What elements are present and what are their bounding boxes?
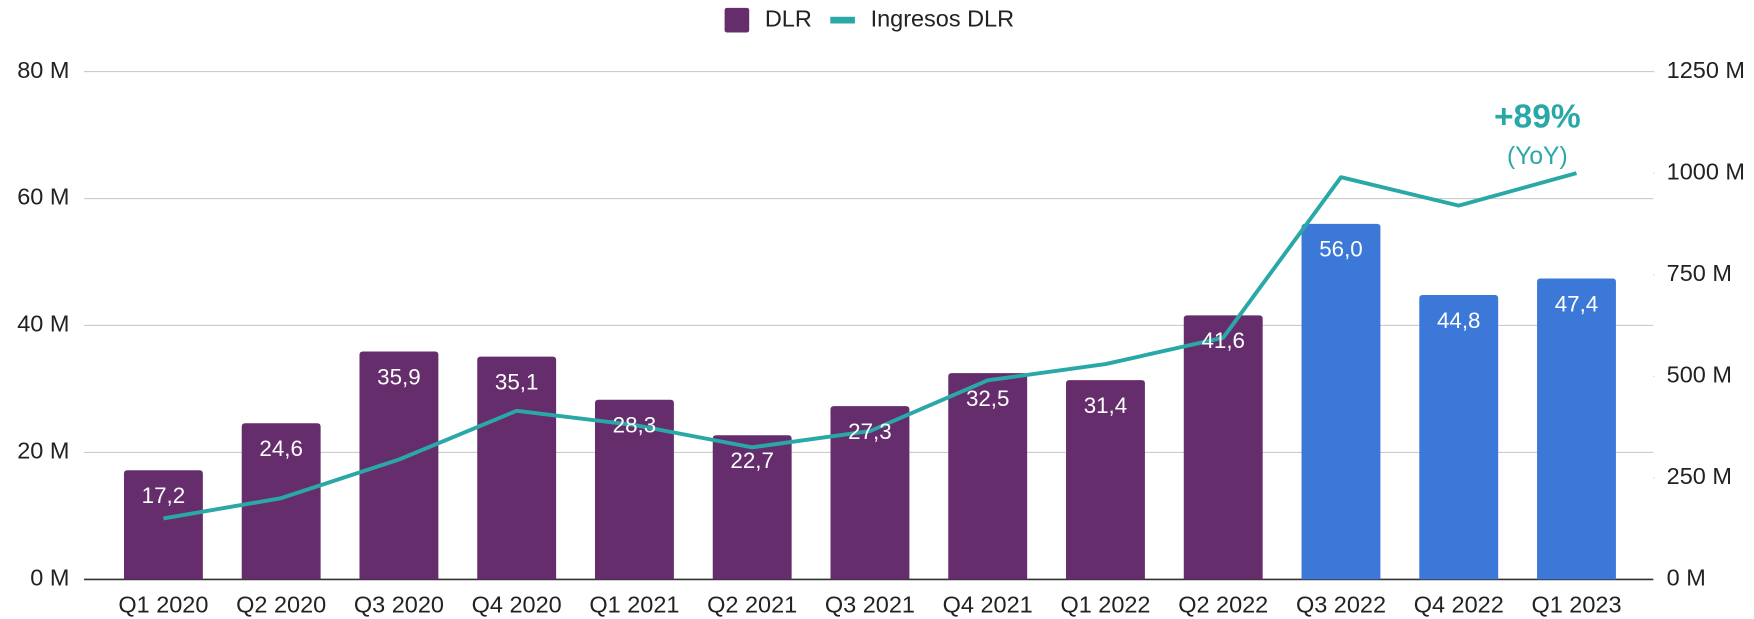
data-label: 17,2 [142,483,186,508]
bar [241,423,321,580]
bar [594,399,674,580]
x-tick-label: Q3 2022 [1296,591,1386,617]
x-tick-label: Q2 2020 [236,591,326,617]
legend-swatch [830,16,855,24]
bar [123,470,203,580]
x-tick-label: Q3 2021 [825,591,915,617]
data-label: 31,4 [1084,393,1128,418]
bar [1066,380,1145,580]
legend-swatch [724,7,750,33]
bar [830,406,910,580]
bar [1301,223,1381,580]
y-tick-label: 80 M [17,57,69,83]
data-label: 27,3 [848,419,892,444]
y2-tick-label: 250 M [1667,463,1732,489]
data-label: 47,4 [1555,291,1599,316]
x-tick-label: Q3 2020 [354,591,444,617]
data-label: 35,9 [377,364,421,389]
y-tick-label: 40 M [17,311,69,337]
bar [1537,278,1616,580]
x-tick-label: Q2 2022 [1178,591,1268,617]
line [163,171,1578,521]
y-tick-label: 60 M [17,184,69,210]
data-label: 28,3 [613,413,657,438]
data-label: 44,8 [1437,308,1481,333]
x-tick-label: Q1 2023 [1531,591,1621,617]
data-label: 24,6 [259,436,303,461]
annotation: (YoY) [1507,143,1568,170]
data-label: 41,6 [1201,328,1245,353]
y2-tick-label: 750 M [1667,260,1732,286]
data-label: 56,0 [1319,237,1363,262]
data-label: 35,1 [495,369,539,394]
x-tick-label: Q1 2021 [589,591,679,617]
data-label: 32,5 [966,386,1010,411]
y-tick-label: 20 M [17,438,69,464]
data-label: 22,7 [730,448,774,473]
y-tick-label: 0 M [30,565,69,591]
annotation: +89% [1494,98,1581,135]
y2-tick-label: 1250 M [1667,57,1745,83]
x-tick-label: Q4 2021 [943,591,1033,617]
bar [1183,315,1263,580]
x-tick-label: Q1 2020 [118,591,208,617]
x-tick-label: Q2 2021 [707,591,797,617]
x-tick-label: Q4 2022 [1414,591,1504,617]
y2-tick-label: 500 M [1667,361,1732,387]
bar [948,373,1028,580]
y2-tick-label: 1000 M [1667,158,1745,184]
bar [712,435,792,580]
y2-tick-label: 0 M [1667,565,1706,591]
bar [359,351,439,580]
legend-label: Ingresos DLR [871,5,1014,31]
bar [1419,295,1499,580]
legend-label: DLR [765,5,812,31]
x-tick-label: Q1 2022 [1060,591,1150,617]
x-tick-label: Q4 2020 [472,591,562,617]
